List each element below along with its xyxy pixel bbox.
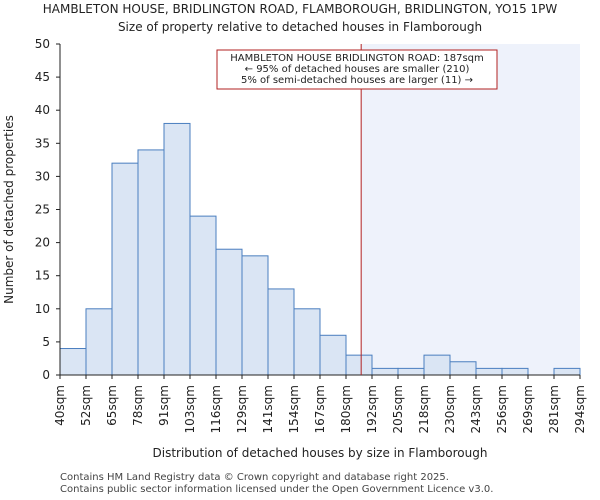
footer-licence: Contains public sector information licen… <box>60 484 494 495</box>
x-tick-label: 40sqm <box>53 385 67 426</box>
annotation-line-2: ← 95% of detached houses are smaller (21… <box>245 64 470 75</box>
x-tick-label: 116sqm <box>209 385 223 433</box>
bar-78sqm <box>137 149 165 376</box>
y-tick-label: 50 <box>35 37 50 51</box>
annotation-box <box>216 49 498 90</box>
chart-title: HAMBLETON HOUSE, BRIDLINGTON ROAD, FLAMB… <box>42 2 558 16</box>
x-tick-label: 167sqm <box>313 385 327 433</box>
bar-129sqm <box>241 255 269 376</box>
bar-65sqm <box>111 162 139 376</box>
bar-243sqm <box>475 367 503 376</box>
x-tick-label: 141sqm <box>261 385 275 433</box>
x-tick-label: 52sqm <box>79 385 93 426</box>
x-tick-label: 256sqm <box>495 385 509 433</box>
bar-154sqm <box>293 308 321 376</box>
bar-167sqm <box>319 334 347 376</box>
x-tick-label: 78sqm <box>131 385 145 426</box>
y-tick-label: 30 <box>35 169 50 183</box>
y-tick-label: 20 <box>35 236 50 250</box>
x-tick-label: 230sqm <box>443 385 457 433</box>
x-tick-label: 281sqm <box>547 385 561 433</box>
x-tick-label: 91sqm <box>157 385 171 426</box>
bar-281sqm <box>553 367 581 376</box>
y-tick-label: 40 <box>35 103 50 117</box>
bar-40sqm <box>59 348 87 376</box>
x-tick-label: 192sqm <box>365 385 379 433</box>
bar-192sqm <box>371 367 399 376</box>
x-tick-label: 65sqm <box>105 385 119 426</box>
bar-52sqm <box>85 308 113 376</box>
y-tick-label: 35 <box>35 136 50 150</box>
y-tick-label: 5 <box>42 335 50 349</box>
footer-copyright: Contains HM Land Registry data © Crown c… <box>60 472 449 483</box>
x-tick-label: 294sqm <box>573 385 587 433</box>
highlight-region <box>361 44 580 375</box>
x-tick-label: 154sqm <box>287 385 301 433</box>
annotation-line-1: HAMBLETON HOUSE BRIDLINGTON ROAD: 187sqm <box>230 53 484 64</box>
bar-180sqm <box>345 354 373 376</box>
x-tick-label: 269sqm <box>521 385 535 433</box>
y-tick-label: 25 <box>35 203 50 217</box>
x-tick-label: 243sqm <box>469 385 483 433</box>
bar-256sqm <box>501 367 529 376</box>
annotation-line-3: 5% of semi-detached houses are larger (1… <box>241 75 473 86</box>
y-tick-label: 10 <box>35 302 50 316</box>
chart-subtitle: Size of property relative to detached ho… <box>117 20 483 34</box>
x-tick-label: 180sqm <box>339 385 353 433</box>
y-axis-label: Number of detached properties <box>2 115 16 304</box>
x-tick-label: 103sqm <box>183 385 197 433</box>
bar-116sqm <box>215 248 243 376</box>
bar-230sqm <box>449 361 477 376</box>
bar-205sqm <box>397 367 425 376</box>
bar-103sqm <box>189 215 217 376</box>
x-tick-label: 129sqm <box>235 385 249 433</box>
y-tick-label: 15 <box>35 269 50 283</box>
bar-218sqm <box>423 354 451 376</box>
y-tick-label: 0 <box>42 368 50 382</box>
y-tick-label: 45 <box>35 70 50 84</box>
x-tick-label: 205sqm <box>391 385 405 433</box>
x-axis-label: Distribution of detached houses by size … <box>153 446 488 460</box>
bar-91sqm <box>163 122 191 376</box>
x-tick-label: 218sqm <box>417 385 431 433</box>
bar-141sqm <box>267 288 295 376</box>
